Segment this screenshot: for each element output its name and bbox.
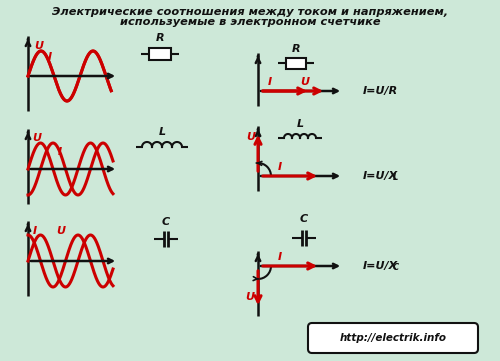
Text: I: I [48,52,52,62]
Text: U: U [32,133,41,143]
Text: I: I [278,252,282,262]
Text: C: C [162,217,170,227]
Text: R: R [156,33,164,43]
Text: U: U [246,132,255,142]
Text: L: L [393,174,398,183]
FancyBboxPatch shape [308,323,478,353]
Text: http://electrik.info: http://electrik.info [340,333,446,343]
Text: U: U [56,226,65,236]
Text: L: L [158,127,166,137]
Text: I=U/X: I=U/X [363,261,398,271]
Text: Электрические соотношения между током и напряжением,: Электрические соотношения между током и … [52,7,448,17]
Text: используемые в электронном счетчике: используемые в электронном счетчике [120,17,380,27]
Text: C: C [393,264,399,273]
Text: I=U/R: I=U/R [363,86,398,96]
Text: C: C [300,214,308,224]
FancyBboxPatch shape [286,57,306,69]
Text: U: U [245,292,254,302]
Text: U: U [34,41,43,51]
Text: U: U [300,77,309,87]
Text: R: R [292,44,300,54]
Text: I: I [33,226,37,236]
Text: I: I [58,147,62,157]
Text: I=U/X: I=U/X [363,171,398,181]
FancyBboxPatch shape [149,48,171,60]
Text: L: L [296,119,304,129]
Text: I: I [268,77,272,87]
Text: I: I [278,162,282,172]
